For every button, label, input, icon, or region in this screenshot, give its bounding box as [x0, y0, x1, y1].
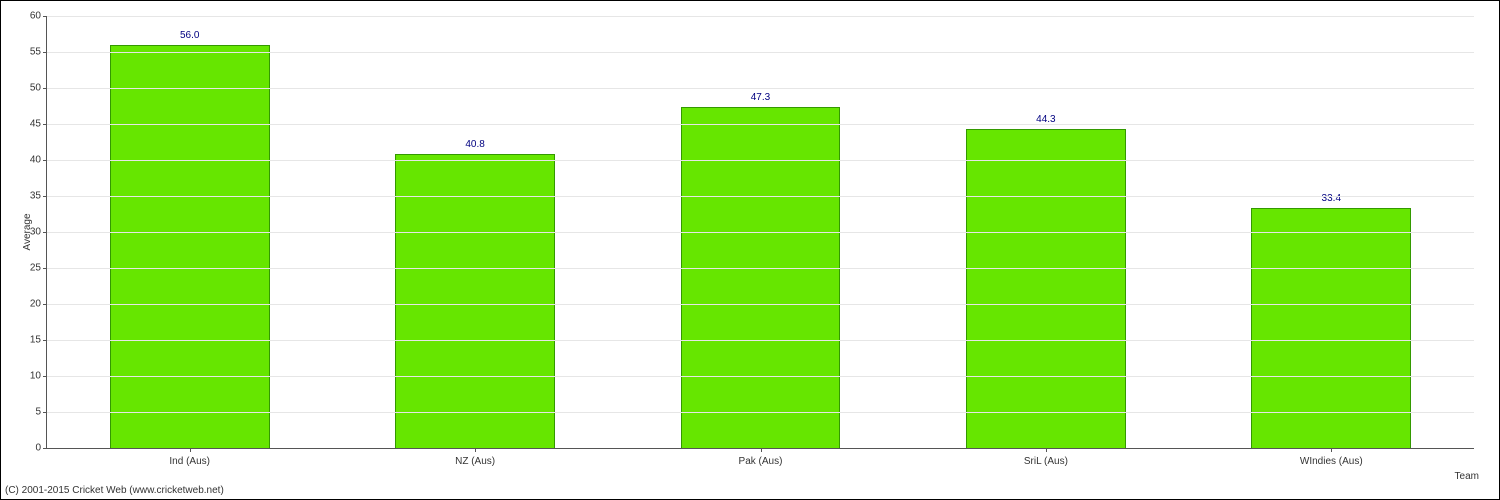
- gridline: [47, 304, 1474, 305]
- ytick-label: 0: [35, 443, 41, 454]
- ytick-mark: [43, 88, 47, 89]
- gridline: [47, 52, 1474, 53]
- ytick-mark: [43, 340, 47, 341]
- xtick-mark: [761, 448, 762, 452]
- bar: 44.3: [966, 129, 1126, 448]
- ytick-label: 50: [30, 82, 41, 93]
- bar: 40.8: [395, 154, 555, 448]
- ytick-mark: [43, 16, 47, 17]
- ytick-label: 35: [30, 191, 41, 202]
- xtick-mark: [190, 448, 191, 452]
- ytick-label: 45: [30, 119, 41, 130]
- ytick-mark: [43, 160, 47, 161]
- gridline: [47, 232, 1474, 233]
- gridline: [47, 16, 1474, 17]
- ytick-mark: [43, 448, 47, 449]
- ytick-label: 55: [30, 46, 41, 57]
- bar: 47.3: [681, 107, 841, 448]
- ytick-mark: [43, 376, 47, 377]
- xtick-label: WIndies (Aus): [1300, 456, 1363, 467]
- ytick-label: 5: [35, 407, 41, 418]
- ytick-label: 20: [30, 298, 41, 309]
- gridline: [47, 160, 1474, 161]
- xtick-label: SriL (Aus): [1024, 456, 1068, 467]
- chart-area: Average 56.040.847.344.333.4 05101520253…: [46, 16, 1474, 449]
- bar-value-label: 40.8: [396, 139, 554, 150]
- bar-value-label: 56.0: [111, 30, 269, 41]
- gridline: [47, 124, 1474, 125]
- gridline: [47, 340, 1474, 341]
- ytick-mark: [43, 196, 47, 197]
- bar-value-label: 33.4: [1252, 193, 1410, 204]
- xtick-mark: [1331, 448, 1332, 452]
- xtick-mark: [475, 448, 476, 452]
- xtick-label: NZ (Aus): [455, 456, 495, 467]
- gridline: [47, 412, 1474, 413]
- plot-region: Average 56.040.847.344.333.4 05101520253…: [46, 16, 1474, 449]
- copyright-text: (C) 2001-2015 Cricket Web (www.cricketwe…: [5, 485, 224, 496]
- gridline: [47, 376, 1474, 377]
- gridline: [47, 88, 1474, 89]
- gridline: [47, 268, 1474, 269]
- ytick-label: 60: [30, 11, 41, 22]
- xtick-mark: [1046, 448, 1047, 452]
- bar-value-label: 47.3: [682, 92, 840, 103]
- ytick-label: 25: [30, 263, 41, 274]
- bar: 56.0: [110, 45, 270, 448]
- xtick-label: Ind (Aus): [169, 456, 210, 467]
- xtick-label: Pak (Aus): [739, 456, 783, 467]
- x-axis-label: Team: [1455, 471, 1479, 482]
- ytick-mark: [43, 304, 47, 305]
- ytick-label: 10: [30, 371, 41, 382]
- gridline: [47, 196, 1474, 197]
- ytick-label: 40: [30, 154, 41, 165]
- ytick-label: 15: [30, 335, 41, 346]
- ytick-mark: [43, 268, 47, 269]
- ytick-mark: [43, 412, 47, 413]
- ytick-mark: [43, 124, 47, 125]
- ytick-mark: [43, 52, 47, 53]
- ytick-label: 30: [30, 227, 41, 238]
- ytick-mark: [43, 232, 47, 233]
